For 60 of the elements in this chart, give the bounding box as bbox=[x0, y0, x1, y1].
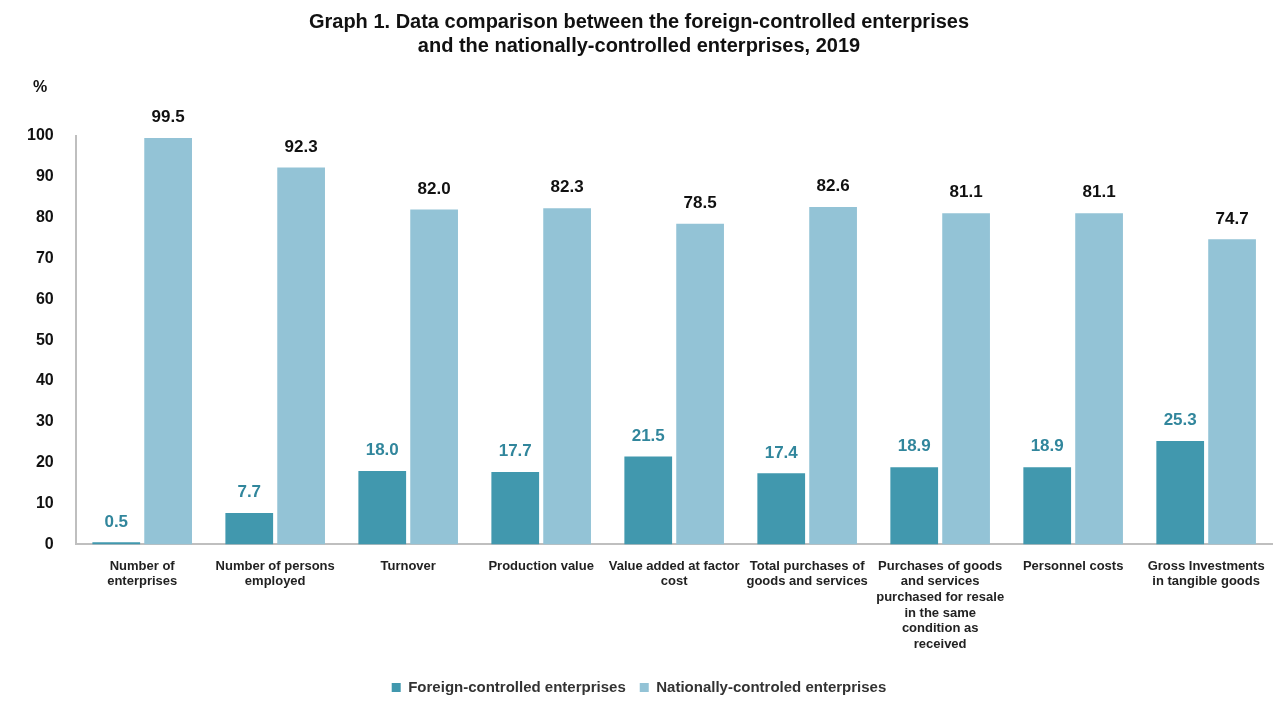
data-label: 18.9 bbox=[897, 436, 931, 456]
bar bbox=[757, 473, 806, 545]
x-tick-label: Number of enterprises bbox=[107, 557, 178, 589]
data-label: 18.9 bbox=[1030, 436, 1064, 456]
legend-label: Nationally-controled enterprises bbox=[656, 677, 887, 695]
bar bbox=[491, 472, 540, 545]
data-label: 81.1 bbox=[949, 182, 983, 202]
x-tick-label: Number of persons employed bbox=[215, 557, 335, 589]
data-label: 82.3 bbox=[550, 177, 584, 197]
y-tick-label: 40 bbox=[35, 371, 54, 389]
data-label: 78.5 bbox=[683, 192, 717, 212]
x-tick-label: Value added at factor cost bbox=[608, 557, 740, 589]
y-tick-label: 30 bbox=[35, 412, 54, 430]
bar bbox=[1023, 467, 1072, 545]
data-label: 92.3 bbox=[284, 136, 318, 156]
bar bbox=[1156, 441, 1205, 545]
data-label: 17.7 bbox=[498, 441, 532, 461]
data-label: 0.5 bbox=[104, 511, 129, 531]
bar bbox=[225, 512, 274, 545]
bar bbox=[144, 138, 192, 545]
x-tick-label: Production value bbox=[488, 557, 594, 573]
bar bbox=[277, 167, 325, 545]
y-tick-label: 20 bbox=[35, 453, 54, 471]
bar bbox=[942, 213, 990, 545]
y-tick-label: 10 bbox=[35, 493, 54, 511]
data-label: 82.6 bbox=[816, 176, 850, 196]
bar bbox=[410, 209, 458, 545]
x-tick-label: Purchases of goods and services purchased for resale in the same condition as received bbox=[876, 557, 1005, 651]
bar bbox=[1075, 213, 1123, 545]
data-label: 25.3 bbox=[1163, 410, 1197, 430]
bar bbox=[543, 208, 591, 545]
data-label: 7.7 bbox=[237, 482, 262, 502]
data-label: 81.1 bbox=[1082, 182, 1116, 202]
x-tick-label: Turnover bbox=[380, 557, 436, 573]
bar bbox=[1208, 239, 1256, 545]
bar bbox=[358, 470, 407, 545]
data-label: 82.0 bbox=[417, 178, 451, 198]
y-tick-label: 80 bbox=[35, 208, 54, 226]
bar bbox=[92, 542, 141, 545]
x-tick-label: Total purchases of goods and services bbox=[746, 557, 868, 589]
data-label: 74.7 bbox=[1215, 208, 1249, 228]
data-label: 21.5 bbox=[631, 425, 665, 445]
y-tick-label: 90 bbox=[35, 167, 54, 185]
y-axis-title: % bbox=[32, 78, 48, 96]
data-label: 18.0 bbox=[365, 440, 399, 460]
y-tick-label: 70 bbox=[35, 248, 54, 266]
y-tick-label: 50 bbox=[35, 330, 54, 348]
y-tick-label: 0 bbox=[44, 534, 54, 552]
x-tick-label: Personnel costs bbox=[1022, 557, 1124, 573]
data-label: 99.5 bbox=[151, 107, 185, 127]
y-tick-label: 60 bbox=[35, 289, 54, 307]
bar bbox=[676, 223, 724, 545]
data-label: 17.4 bbox=[764, 442, 799, 462]
legend-label: Foreign-controlled enterprises bbox=[408, 677, 626, 695]
bar bbox=[624, 456, 673, 545]
y-tick-label: 100 bbox=[26, 126, 54, 144]
chart-title: Graph 1. Data comparison between the foreign-controlled enterprises and the nationally-controlled enterprises, 2019 bbox=[308, 9, 970, 56]
bar bbox=[890, 467, 939, 545]
x-tick-label: Gross Investments in tangible goods bbox=[1147, 557, 1265, 589]
bar bbox=[809, 207, 857, 545]
